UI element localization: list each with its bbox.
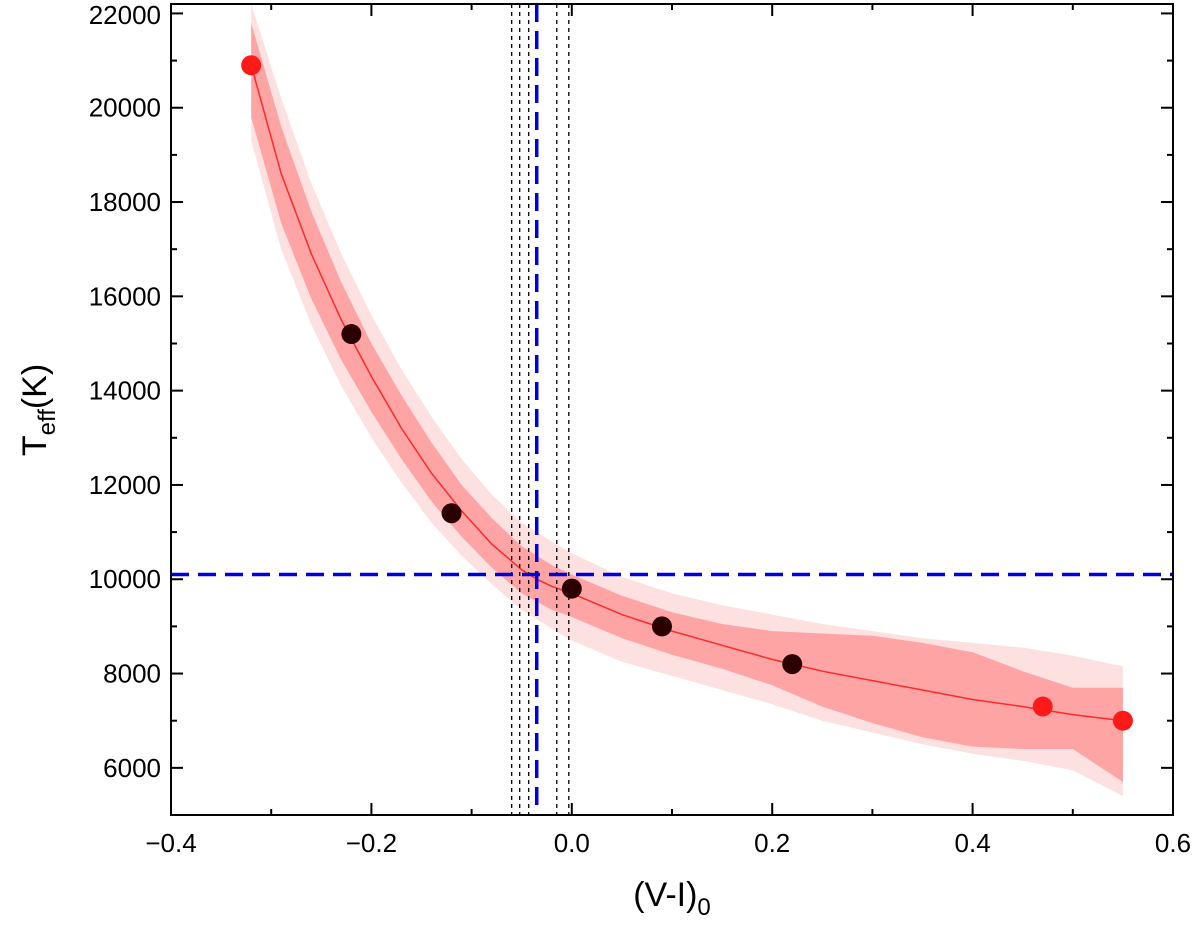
y-tick-label: 18000	[89, 187, 161, 217]
data-point	[1032, 696, 1053, 717]
reference-lines	[171, 4, 1173, 815]
fit-curve	[250, 65, 1123, 722]
x-tick-label: −0.2	[346, 828, 397, 858]
data-point	[441, 503, 462, 524]
y-tick-labels: 6000 8000 10000 12000 14000 16000 18000 20000 22…	[89, 0, 161, 783]
confidence-bands	[251, 4, 1123, 797]
x-tick-label: 0.2	[754, 828, 790, 858]
y-tick-label: 8000	[103, 659, 161, 689]
y-tick-label: 6000	[103, 753, 161, 783]
x-tick-label: 0.4	[955, 828, 991, 858]
y-axis-label: Teff(K)	[16, 364, 61, 456]
x-axis-label: (V-I)0	[633, 876, 711, 921]
fit-curve-layer	[250, 65, 1123, 722]
data-point	[782, 654, 803, 675]
x-tick-label: 0.0	[554, 828, 590, 858]
data-point	[651, 616, 672, 637]
y-tick-label: 16000	[89, 281, 161, 311]
data-point	[341, 324, 362, 345]
y-tick-label: 10000	[89, 564, 161, 594]
y-tick-label: 20000	[89, 93, 161, 123]
data-point	[241, 55, 262, 76]
y-tick-label: 14000	[89, 376, 161, 406]
x-tick-labels: −0.4 −0.2 0.0 0.2 0.4 0.6	[145, 828, 1191, 858]
data-points	[241, 55, 1133, 731]
x-tick-label: −0.4	[145, 828, 196, 858]
data-point	[561, 578, 582, 599]
y-tick-label: 22000	[89, 0, 161, 30]
axis-ticks	[170, 4, 1174, 815]
y-tick-label: 12000	[89, 470, 161, 500]
data-point	[1112, 710, 1133, 731]
x-tick-label: 0.6	[1155, 828, 1191, 858]
